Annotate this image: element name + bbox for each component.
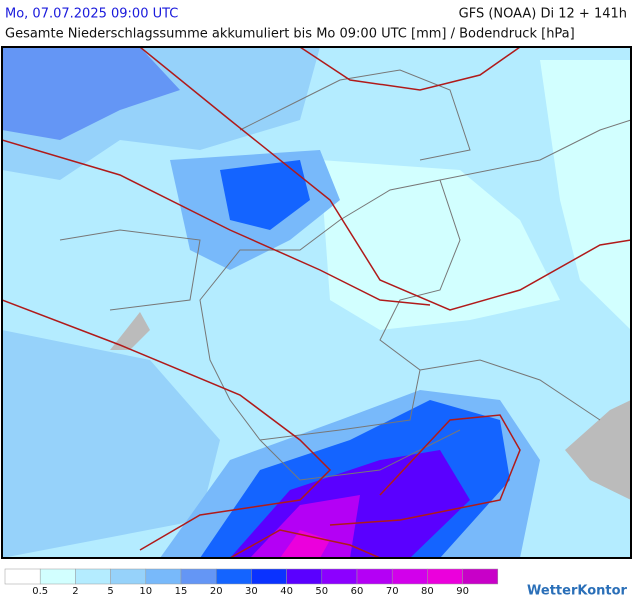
terrain-mask	[565, 400, 631, 500]
legend-swatch	[427, 568, 463, 585]
legend-label: 20	[210, 586, 223, 597]
legend-swatch	[215, 568, 252, 585]
legend-label: 5	[107, 586, 113, 597]
legend-swatch	[4, 568, 41, 585]
legend-swatch	[75, 568, 111, 585]
legend-label: 15	[175, 586, 188, 597]
model-label: GFS (NOAA) Di 12 + 141h	[459, 7, 627, 22]
legend-label: 70	[386, 586, 399, 597]
legend-swatch	[145, 568, 182, 585]
precip-area	[320, 160, 560, 330]
legend-swatch	[286, 568, 323, 585]
legend-label: 0.5	[32, 586, 48, 597]
legend-label: 30	[245, 586, 258, 597]
legend-label: 50	[315, 586, 328, 597]
legend-label: 90	[456, 586, 469, 597]
precip-area	[220, 160, 310, 230]
legend-swatch	[321, 568, 358, 585]
precip-area	[250, 495, 360, 558]
legend-label: 10	[139, 586, 152, 597]
subtitle: Gesamte Niederschlagssumme akkumuliert b…	[5, 27, 575, 42]
precip-area	[280, 530, 330, 558]
legend: 0.5 2 5 10 15 20 30 40 50 60 70 80 90	[4, 568, 499, 597]
legend-swatch	[110, 568, 147, 585]
borders	[59, 69, 631, 481]
legend-label: 80	[421, 586, 434, 597]
brand-logo: WetterKontor	[527, 584, 628, 599]
legend-label: 60	[351, 586, 364, 597]
legend-label: 2	[72, 586, 78, 597]
terrain-mask	[110, 312, 150, 350]
legend-label: 40	[280, 586, 293, 597]
precip-area	[2, 330, 220, 558]
isobars	[2, 47, 631, 558]
precip-area	[2, 47, 180, 140]
legend-swatch	[180, 568, 217, 585]
map	[1, 46, 632, 559]
legend-swatch	[251, 568, 287, 585]
date-label: Mo, 07.07.2025 09:00 UTC	[5, 7, 178, 22]
legend-swatch	[356, 568, 393, 585]
legend-swatch	[391, 568, 428, 585]
legend-swatch	[462, 568, 499, 585]
legend-swatch	[39, 568, 76, 585]
map-frame	[1, 46, 632, 559]
